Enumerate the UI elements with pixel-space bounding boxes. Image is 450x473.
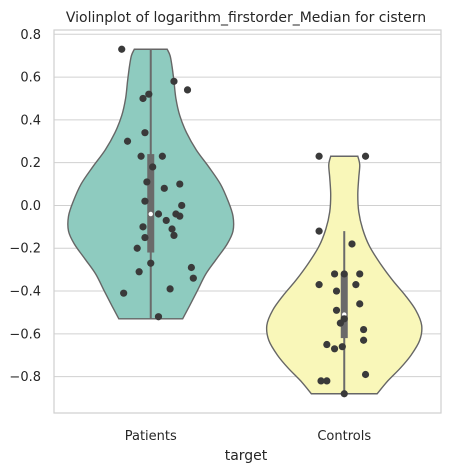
box-iqr [147,154,155,253]
data-point [118,45,126,53]
data-point [141,233,149,242]
data-point [361,152,370,160]
data-point [149,163,157,171]
data-point [141,129,149,137]
y-tick-label: 0.2 [20,156,41,171]
data-point [176,212,184,220]
data-point [332,287,341,295]
data-point [162,216,170,225]
data-point [356,270,364,278]
y-tick-label: 0.4 [20,113,41,128]
data-point [139,94,147,103]
data-point [120,289,128,297]
data-point [338,343,346,351]
data-point [133,244,141,252]
data-point [139,223,147,231]
y-tick-label: −0.6 [9,327,41,342]
data-point [145,90,153,98]
median-marker [148,211,153,217]
data-point [360,325,368,334]
data-point [340,390,348,398]
data-point [170,77,178,85]
plot-frame [53,29,442,414]
data-point [315,281,323,289]
data-point [137,152,145,160]
data-point [170,231,178,240]
y-tick-label: −0.8 [9,370,41,385]
y-tick-label: 0.8 [20,28,41,43]
data-point [168,225,176,233]
data-point [340,270,348,278]
data-point [176,180,184,188]
data-point [160,184,168,192]
data-point [323,340,331,349]
data-point [158,152,166,160]
y-tick-label: 0.0 [20,199,41,214]
x-axis-label: target [225,448,268,464]
data-point [332,306,341,314]
x-tick-label: Controls [317,429,371,444]
data-point [141,197,149,205]
data-point [356,300,364,308]
data-point [147,259,155,267]
data-point [330,345,339,353]
data-point [330,270,339,278]
data-point [352,281,360,289]
data-point [360,336,368,344]
data-point [154,210,163,218]
y-tick-label: −0.4 [9,285,41,300]
data-point [315,152,323,160]
box-iqr [340,273,348,339]
data-point [348,240,356,248]
data-point [336,319,344,327]
x-tick-labels: Patients Controls [125,429,372,444]
data-point [323,377,331,385]
strip-points [118,45,370,398]
data-point [315,227,323,235]
data-point [166,285,174,293]
y-tick-label: 0.6 [20,71,41,86]
x-tick-label: Patients [125,429,177,444]
data-point [123,137,132,145]
data-point [317,377,325,385]
data-point [135,268,143,276]
data-point [143,178,151,186]
data-point [189,274,197,282]
y-tick-labels: −0.8 −0.6 −0.4 −0.2 0.0 0.2 0.4 0.6 0.8 [9,28,41,385]
data-point [187,263,195,272]
data-point [183,86,192,94]
chart-title: Violinplot of logarithm_firstorder_Media… [66,10,426,26]
data-point [154,313,163,321]
data-point [178,201,186,210]
y-tick-label: −0.2 [9,242,41,257]
data-point [361,370,370,379]
